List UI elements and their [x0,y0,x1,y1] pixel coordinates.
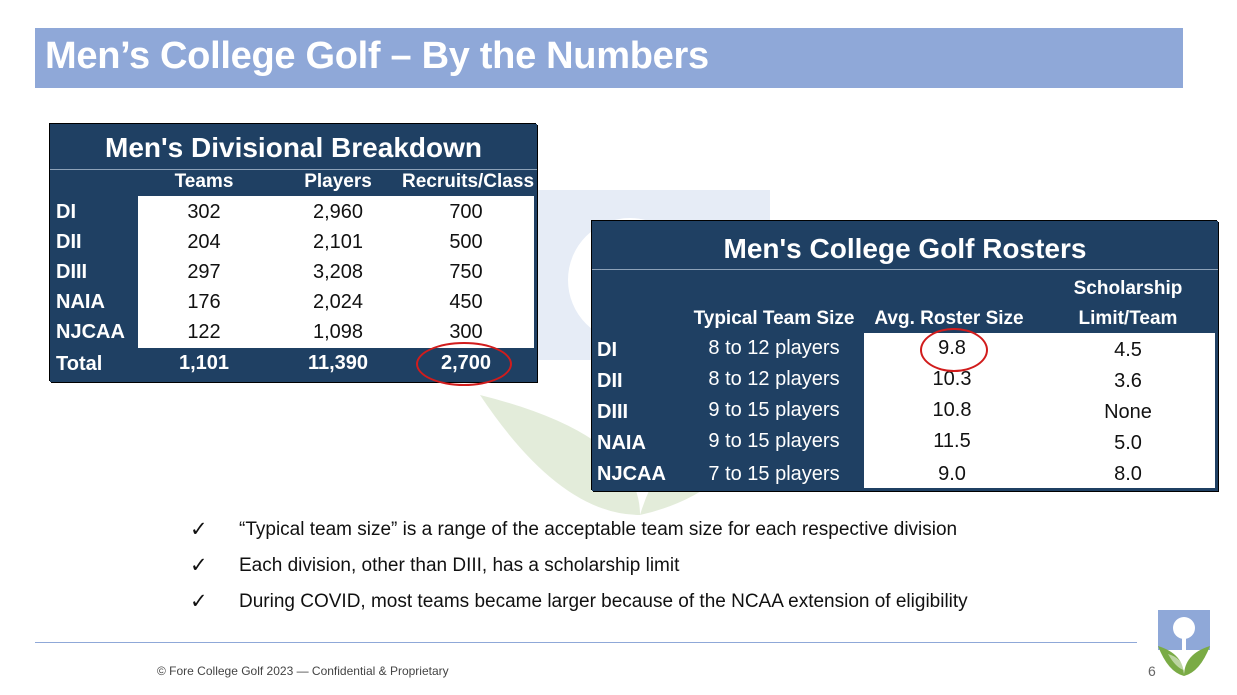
table-body-background [138,196,534,348]
total-teams: 1,101 [178,352,230,374]
table-cell: 3,208 [312,261,364,283]
table-cell: 4.5 [1114,339,1142,361]
bullet-text: “Typical team size” is a range of the ac… [239,519,958,540]
divider [50,169,537,170]
row-label: NJCAA [597,463,666,485]
table-cell: 122 [187,321,221,343]
table-cell: 450 [449,291,483,313]
table-cell: 300 [449,321,483,343]
table-title: Men's Divisional Breakdown [105,132,482,163]
footer-divider [35,642,1137,643]
table-cell: 2,024 [312,291,364,313]
row-label: DIII [597,401,629,423]
page-number: 6 [1148,663,1156,679]
checkmark-icon: ✓ [190,590,208,613]
typical-size-cell: 9 to 15 players [708,430,840,452]
divisional-breakdown-table: Men's Divisional Breakdown Teams Players… [50,124,537,386]
table-cell: 204 [187,231,221,253]
fore-college-golf-logo-icon [1158,610,1210,676]
row-label: DII [597,370,623,392]
table-cell: 8.0 [1114,463,1142,485]
title-bar: Men’s College Golf – By the Numbers [35,28,1183,88]
typical-size-cell: 7 to 15 players [708,463,840,485]
row-label: DII [56,231,82,253]
table-cell: 2,101 [312,231,364,253]
table-cell: 176 [187,291,221,313]
table-cell: 750 [449,261,483,283]
row-label: NJCAA [56,321,125,343]
table-cell: 11.5 [933,430,971,452]
highlight-circle [416,342,512,386]
row-label: DI [56,201,76,223]
table-cell: 9.0 [938,463,966,485]
bullet-text: Each division, other than DIII, has a sc… [239,555,680,576]
checkmark-icon: ✓ [190,554,208,577]
table-title: Men's College Golf Rosters [723,233,1087,264]
table-cell: 500 [449,231,483,253]
column-header-limit: Limit/Team [1078,308,1178,329]
typical-size-cell: 8 to 12 players [708,337,840,359]
bullet-text: During COVID, most teams became larger b… [239,591,968,612]
column-header-scholarship: Scholarship [1073,278,1183,299]
column-header-players: Players [304,171,372,192]
table-cell: 3.6 [1114,370,1142,392]
slide-title: Men’s College Golf – By the Numbers [45,35,709,77]
total-players: 11,390 [307,352,369,374]
row-label: NAIA [597,432,646,454]
highlight-circle [920,328,988,372]
table-cell: 302 [187,201,221,223]
table-cell: 5.0 [1114,432,1142,454]
typical-size-cell: 8 to 12 players [708,368,840,390]
total-label: Total [56,353,103,375]
checkmark-icon: ✓ [190,518,208,541]
column-header-avg-roster: Avg. Roster Size [874,308,1024,329]
college-golf-rosters-table: Men's College Golf Rosters Typical Team … [592,221,1218,491]
table-cell: None [1104,401,1152,423]
table-cell: 1,098 [312,321,364,343]
row-label: NAIA [56,291,105,313]
divider [592,269,1218,270]
column-header-teams: Teams [174,171,234,192]
row-label: DIII [56,261,88,283]
table-cell: 10.8 [932,399,972,421]
typical-size-cell: 9 to 15 players [708,399,840,421]
row-label: DI [597,339,617,361]
table-cell: 297 [187,261,221,283]
table-cell: 10.3 [932,368,972,390]
footer-copyright: © Fore College Golf 2023 — Confidential … [157,664,449,678]
column-header-recruits: Recruits/Class [402,171,535,192]
column-header-typical-size: Typical Team Size [693,308,855,329]
table-cell: 700 [449,201,483,223]
table-cell: 2,960 [312,201,364,223]
